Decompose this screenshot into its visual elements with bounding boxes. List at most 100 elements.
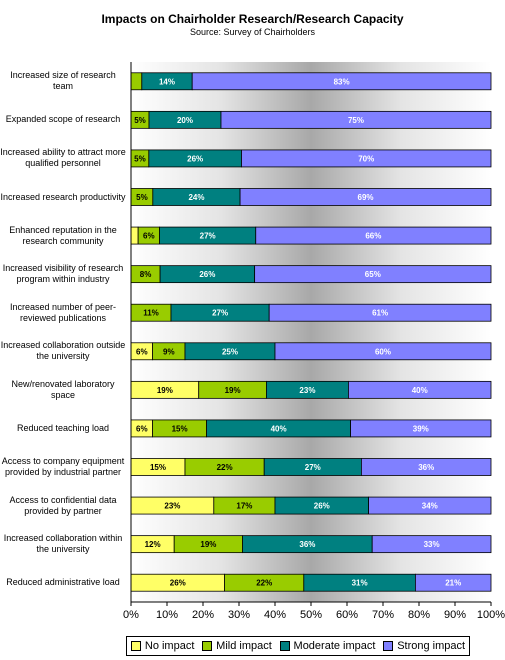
category-label: Expanded scope of research [5,114,121,125]
category-label: Access to confidential data provided by … [9,494,117,516]
bar-data-label: 65% [365,270,381,279]
bar-data-label: 5% [136,193,148,202]
x-tick-label: 60% [335,609,359,621]
x-tick-label: 30% [227,609,251,621]
bar-data-label: 21% [445,579,461,588]
bar-data-label: 66% [365,232,381,241]
category-label: New/renovated laboratory space [11,378,115,400]
bar-data-label: 26% [314,502,330,511]
bar-data-label: 22% [256,579,272,588]
bar-data-label: 19% [225,386,241,395]
x-tick-label: 0% [123,609,139,621]
bar-data-label: 15% [172,424,188,433]
bar-segment [348,380,492,399]
bar-data-label: 60% [375,347,391,356]
bar-data-label: 31% [352,579,368,588]
x-tick-label: 100% [476,609,505,621]
bar-data-label: 24% [188,193,204,202]
x-tick-label: 20% [191,609,215,621]
bar-data-label: 39% [413,424,429,433]
bar-data-label: 19% [157,386,173,395]
bar-data-label: 40% [271,424,287,433]
bar-data-label: 27% [305,463,321,472]
bar-data-label: 23% [299,386,315,395]
category-label: Increased collaboration within the unive… [3,533,123,555]
bar-data-label: 34% [422,502,438,511]
bar-data-label: 26% [187,154,203,163]
x-tick-label: 50% [299,609,323,621]
bar-data-label: 14% [159,77,175,86]
bar-data-label: 22% [217,463,233,472]
category-label: Increased research productivity [0,191,126,202]
bar-segment [130,226,139,245]
legend-item: Mild impact [202,640,272,652]
category-label: Increased ability to attract more qualif… [0,147,126,169]
bar-data-label: 26% [170,579,186,588]
bar-data-label: 40% [412,386,428,395]
x-tick-label: 90% [443,609,467,621]
category-label: Reduced administrative load [6,577,120,588]
bar-data-label: 61% [372,309,388,318]
legend: No impact Mild impact Moderate impact Stron… [126,636,470,656]
bar-data-label: 15% [150,463,166,472]
bar-data-label: 5% [134,116,146,125]
legend-swatch [279,641,290,651]
plot-area-background [131,62,491,602]
bar-data-label: 27% [200,232,216,241]
bar-segment [268,303,492,322]
category-label: Enhanced reputation in the research comm… [9,224,117,246]
bar-data-label: 6% [136,424,148,433]
bar-segment [191,72,492,91]
bar-data-label: 70% [358,154,374,163]
legend-swatch [202,641,213,651]
bar-data-label: 33% [424,540,440,549]
legend-label: Moderate impact [293,640,376,652]
x-tick-label: 70% [371,609,395,621]
bar-segment [368,496,492,515]
legend-item: Strong impact [383,640,465,652]
bar-data-label: 83% [334,77,350,86]
bar-data-label: 23% [164,502,180,511]
bar-data-label: 26% [199,270,215,279]
bar-data-label: 12% [145,540,161,549]
legend-swatch [383,641,394,651]
category-label: Reduced teaching load [16,422,110,433]
bar-segment [350,419,492,438]
category-label: Increased number of peer-reviewed public… [9,301,117,323]
bar-segment [255,226,492,245]
category-label: Access to company equipment provided by … [1,456,125,477]
bar-data-label: 36% [418,463,434,472]
bar-segment [130,72,143,91]
bar-data-label: 5% [134,154,146,163]
bar-segment [239,188,492,206]
category-label: Increased visibility of research program… [2,263,124,285]
bar-segment [254,265,492,284]
chart-title: Impacts on Chairholder Research/Research… [101,12,404,26]
legend-label: Mild impact [216,640,272,652]
bar-data-label: 36% [299,540,315,549]
bar-data-label: 9% [163,347,175,356]
bar-data-label: 17% [236,502,252,511]
bar-segment [274,342,492,361]
x-tick-label: 40% [263,609,287,621]
legend-swatch [130,641,141,651]
bar-data-label: 11% [143,309,159,318]
bar-data-label: 6% [143,232,155,241]
bar-segment [371,535,492,554]
x-tick-label: 10% [155,609,179,621]
bar-segment [241,149,492,168]
category-label: Increased collaboration outside the univ… [0,340,126,362]
bar-data-label: 27% [212,309,228,318]
bar-segment [414,573,492,592]
legend-item: No impact [130,640,194,652]
bar-data-label: 8% [140,270,152,279]
bar-data-label: 75% [348,116,364,125]
bar-segment [220,110,492,129]
chart-subtitle: Source: Survey of Chairholders [189,27,316,37]
legend-item: Moderate impact [279,640,376,652]
bar-data-label: 69% [358,193,374,202]
bar-segment [360,458,492,476]
bar-data-label: 20% [177,116,193,125]
bar-data-label: 6% [136,347,148,356]
